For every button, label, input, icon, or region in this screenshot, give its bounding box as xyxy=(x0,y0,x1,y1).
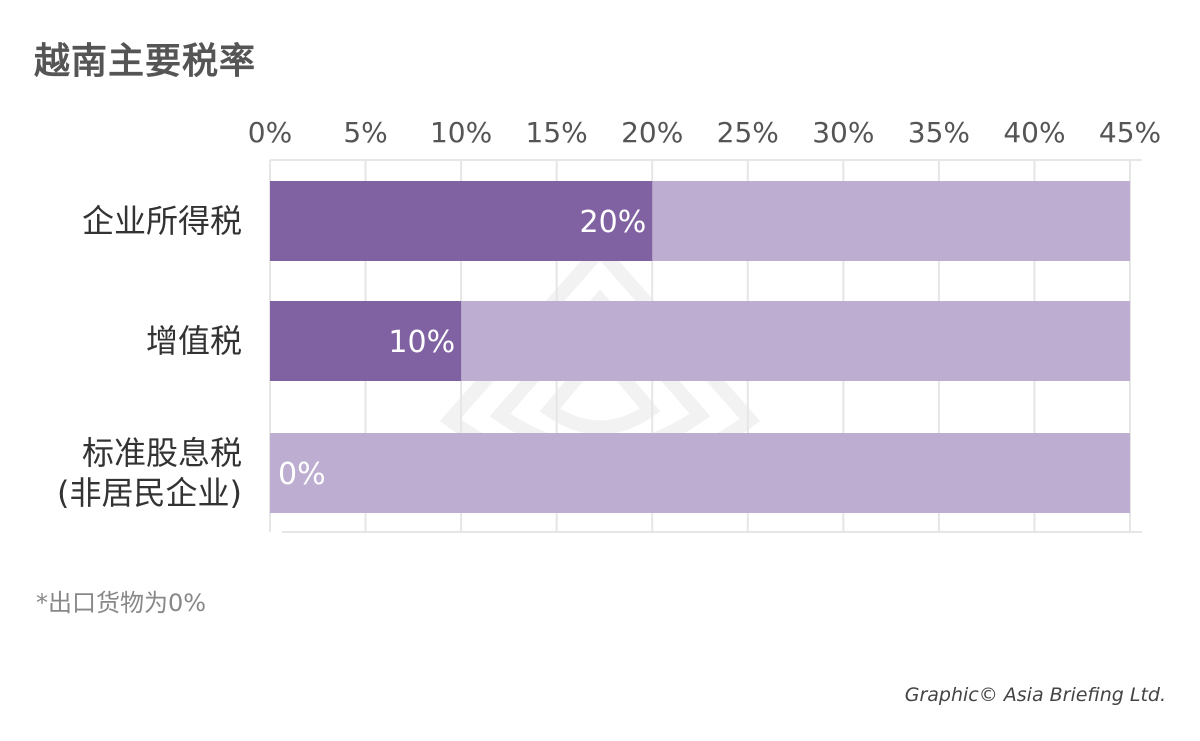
category-label: 标准股息税 xyxy=(82,434,242,472)
data-label: 10% xyxy=(388,325,455,360)
x-tick-label: 15% xyxy=(526,116,588,149)
x-tick-label: 30% xyxy=(812,116,874,149)
x-tick-label: 5% xyxy=(343,116,387,149)
bar xyxy=(270,181,653,261)
x-tick-label: 10% xyxy=(430,116,492,149)
category-label: (非居民企业) xyxy=(57,474,242,512)
category-label: 增值税 xyxy=(146,322,242,360)
x-tick-label: 20% xyxy=(621,116,683,149)
x-tick-label: 35% xyxy=(908,116,970,149)
data-label: 0% xyxy=(278,457,326,492)
chart-title: 越南主要税率 xyxy=(34,41,257,82)
credit: Graphic© Asia Briefing Ltd. xyxy=(904,684,1166,706)
footnote: *出口货物为0% xyxy=(36,589,207,617)
x-tick-label: 0% xyxy=(248,116,292,149)
category-label: 企业所得税 xyxy=(82,202,242,240)
x-tick-label: 25% xyxy=(717,116,779,149)
x-tick-label: 40% xyxy=(1003,116,1065,149)
bar xyxy=(270,301,462,381)
bar-background xyxy=(270,433,1130,513)
data-label: 20% xyxy=(580,205,647,240)
x-tick-label: 45% xyxy=(1099,116,1161,149)
